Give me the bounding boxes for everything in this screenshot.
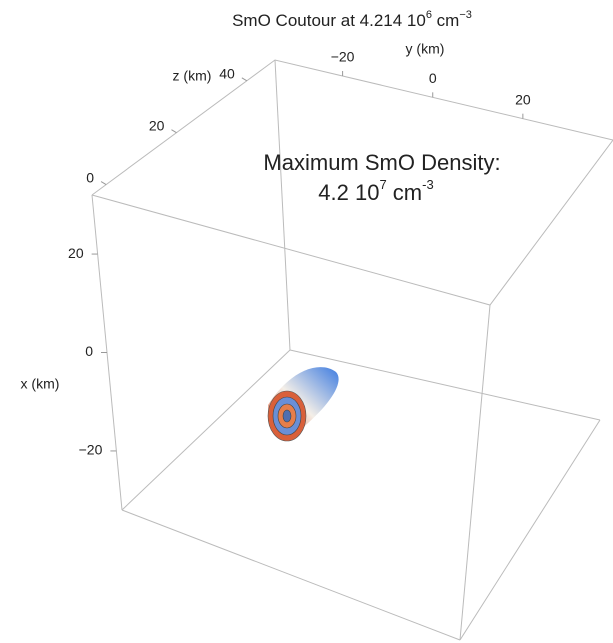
tick-mark — [242, 78, 247, 81]
tick-mark — [101, 182, 106, 185]
y-tick-label: −20 — [331, 49, 355, 65]
chart: SmO Coutour at 4.214 106 cm−3 Maximum Sm… — [0, 0, 613, 643]
annotation: Maximum SmO Density: — [263, 150, 500, 175]
z-tick-label: 40 — [219, 65, 235, 81]
x-tick-label: 20 — [68, 245, 84, 261]
plume — [268, 367, 339, 441]
y-axis-label: y (km) — [406, 41, 445, 57]
tick-mark — [171, 130, 176, 133]
y-tick-label: 0 — [429, 70, 437, 86]
box — [92, 60, 613, 640]
z-tick-label: 0 — [86, 169, 94, 185]
annotation: 4.2 107 cm-3 — [318, 177, 433, 204]
y-tick-label: 20 — [515, 91, 531, 107]
x-tick-label: −20 — [79, 442, 103, 458]
x-axis-label: x (km) — [21, 376, 60, 392]
x-tick-label: 0 — [85, 343, 93, 359]
z-axis-label: z (km) — [173, 68, 212, 84]
z-tick-label: 20 — [149, 117, 165, 133]
chart-title: SmO Coutour at 4.214 106 cm−3 — [232, 9, 472, 31]
